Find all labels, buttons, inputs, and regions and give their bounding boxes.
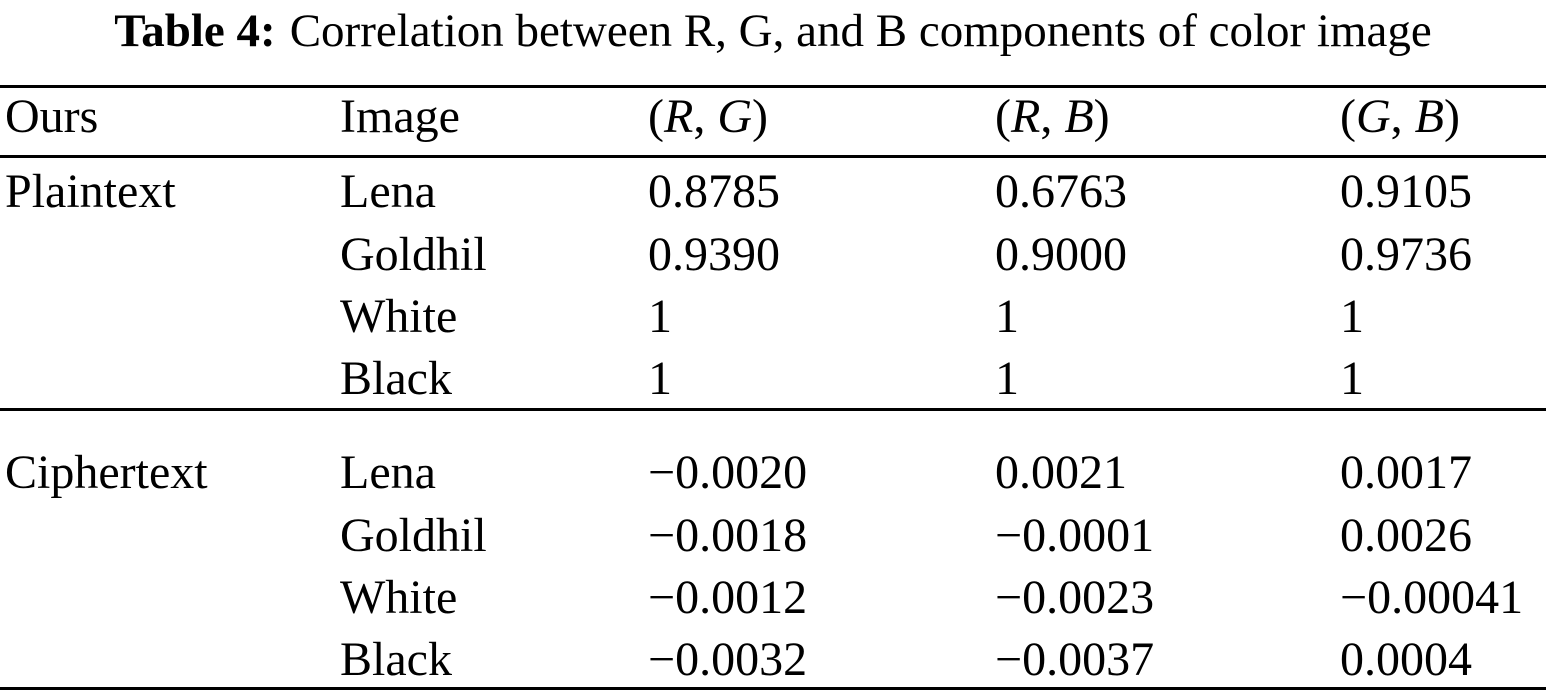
cell-gb: 1 <box>1340 352 1364 405</box>
cell-image: Lena <box>340 165 436 218</box>
column-header-rg: (R, G) <box>648 90 768 143</box>
cell-rb: 1 <box>995 290 1019 343</box>
cell-gb: 0.0017 <box>1340 446 1472 499</box>
cell-rg: 0.9390 <box>648 228 780 281</box>
column-header-gb: (G, B) <box>1340 90 1460 143</box>
cell-image: Goldhil <box>340 509 487 562</box>
table-caption-label: Table 4: <box>114 5 276 57</box>
cell-image: White <box>340 571 458 624</box>
cell-gb: 0.0004 <box>1340 633 1472 686</box>
cell-gb: 0.0026 <box>1340 509 1472 562</box>
cell-rg: −0.0032 <box>648 633 808 686</box>
cell-rb: 0.0021 <box>995 446 1127 499</box>
cell-rg: 0.8785 <box>648 165 780 218</box>
cell-rg: −0.0012 <box>648 571 808 624</box>
table-row: Black 1 1 1 <box>0 352 1546 406</box>
cell-rb: −0.0037 <box>995 633 1155 686</box>
cell-rb: −0.0023 <box>995 571 1155 624</box>
table-group-rule <box>0 408 1546 411</box>
table-bottom-rule <box>0 687 1546 690</box>
cell-rg: 1 <box>648 290 672 343</box>
cell-image: Black <box>340 352 452 405</box>
table-row: Ciphertext Lena −0.0020 0.0021 0.0017 <box>0 446 1546 500</box>
cell-rb: −0.0001 <box>995 509 1155 562</box>
table-header-rule <box>0 155 1546 158</box>
cell-image: Black <box>340 633 452 686</box>
table-row: White −0.0012 −0.0023 −0.00041 <box>0 571 1546 625</box>
cell-gb: −0.00041 <box>1340 571 1524 624</box>
column-header-image: Image <box>340 90 460 143</box>
cell-rb: 0.9000 <box>995 228 1127 281</box>
cell-gb: 0.9736 <box>1340 228 1472 281</box>
table-caption: Table 4: Correlation between R, G, and B … <box>0 2 1546 60</box>
column-header-rb: (R, B) <box>995 90 1110 143</box>
table-row: Goldhil −0.0018 −0.0001 0.0026 <box>0 509 1546 563</box>
group-label-plaintext: Plaintext <box>5 165 176 218</box>
cell-rg: −0.0020 <box>648 446 808 499</box>
table-row: Black −0.0032 −0.0037 0.0004 <box>0 633 1546 687</box>
table-row: Goldhil 0.9390 0.9000 0.9736 <box>0 228 1546 282</box>
cell-rb: 0.6763 <box>995 165 1127 218</box>
cell-gb: 0.9105 <box>1340 165 1472 218</box>
cell-image: White <box>340 290 458 343</box>
cell-rb: 1 <box>995 352 1019 405</box>
cell-rg: −0.0018 <box>648 509 808 562</box>
table-row: White 1 1 1 <box>0 290 1546 344</box>
table-row: Plaintext Lena 0.8785 0.6763 0.9105 <box>0 165 1546 219</box>
group-label-ciphertext: Ciphertext <box>5 446 208 499</box>
cell-image: Goldhil <box>340 228 487 281</box>
table-top-rule <box>0 85 1546 88</box>
cell-gb: 1 <box>1340 290 1364 343</box>
table-caption-text: Correlation between R, G, and B componen… <box>289 5 1432 57</box>
cell-rg: 1 <box>648 352 672 405</box>
column-header-ours: Ours <box>5 90 99 143</box>
table-header-row: Ours Image (R, G) (R, B) (G, B) <box>0 90 1546 144</box>
cell-image: Lena <box>340 446 436 499</box>
